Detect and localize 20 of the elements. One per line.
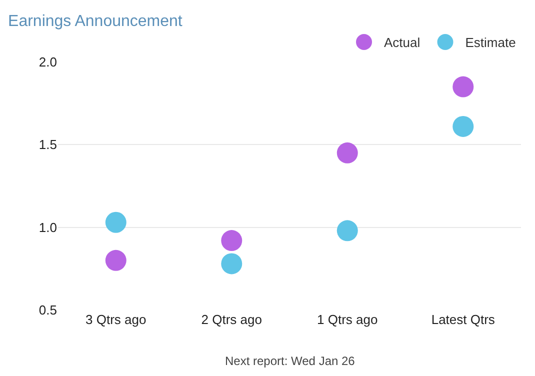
point	[336, 220, 358, 242]
point	[452, 116, 474, 137]
x-tick-label: 3 Qtrs ago	[86, 312, 146, 327]
point	[105, 250, 126, 271]
x-tick-label: 1 Qtrs ago	[317, 312, 378, 327]
y-tick-label: 1.5	[38, 137, 57, 152]
x-tick-label: 2 Qtrs ago	[201, 312, 262, 327]
y-tick-label: 2.0	[38, 54, 57, 70]
y-tick-label: 0.5	[38, 302, 57, 318]
y-tick-label: 1.0	[38, 220, 57, 235]
text: Next report: Wed Jan 26	[225, 354, 356, 368]
point	[221, 230, 242, 252]
point	[105, 212, 126, 233]
point	[336, 142, 358, 164]
point	[452, 76, 474, 98]
legend-label: Actual	[384, 35, 420, 50]
legend-label: Estimate	[465, 35, 516, 50]
chart-title: Earnings Announcement	[8, 13, 183, 30]
point	[221, 253, 242, 274]
x-tick-label: Latest Qtrs	[431, 312, 496, 327]
